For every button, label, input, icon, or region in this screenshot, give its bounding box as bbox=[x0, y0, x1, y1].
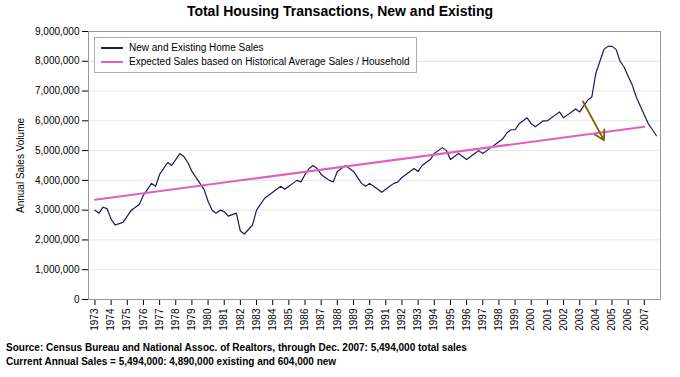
svg-text:1978: 1978 bbox=[170, 308, 181, 331]
svg-text:1984: 1984 bbox=[267, 308, 278, 331]
svg-text:7,000,000: 7,000,000 bbox=[35, 85, 80, 96]
svg-text:1982: 1982 bbox=[235, 308, 246, 331]
svg-text:6,000,000: 6,000,000 bbox=[35, 115, 80, 126]
svg-text:1993: 1993 bbox=[412, 308, 423, 331]
svg-text:1998: 1998 bbox=[493, 308, 504, 331]
html-text:Total Housing Transactions, Ne: Total Housing Transactions, New and Exis… bbox=[186, 3, 494, 19]
svg-text:2003: 2003 bbox=[574, 308, 585, 331]
svg-text:1992: 1992 bbox=[396, 308, 407, 331]
svg-text:1973: 1973 bbox=[89, 308, 100, 331]
svg-text:2002: 2002 bbox=[558, 308, 569, 331]
svg-text:4,000,000: 4,000,000 bbox=[35, 175, 80, 186]
svg-text:1988: 1988 bbox=[332, 308, 343, 331]
svg-text:1999: 1999 bbox=[509, 308, 520, 331]
svg-text:1975: 1975 bbox=[121, 308, 132, 331]
svg-text:2006: 2006 bbox=[622, 308, 633, 331]
svg-text:2005: 2005 bbox=[606, 308, 617, 331]
svg-text:8,000,000: 8,000,000 bbox=[35, 55, 80, 66]
svg-text:3,000,000: 3,000,000 bbox=[35, 204, 80, 215]
svg-text:1986: 1986 bbox=[299, 308, 310, 331]
svg-text:1976: 1976 bbox=[138, 308, 149, 331]
svg-text:1981: 1981 bbox=[218, 308, 229, 331]
svg-text:1990: 1990 bbox=[364, 308, 375, 331]
html-text:Source: Census Bureau and Nati: Source: Census Bureau and National Assoc… bbox=[6, 342, 467, 353]
svg-text:2000: 2000 bbox=[525, 308, 536, 331]
svg-text:9,000,000: 9,000,000 bbox=[35, 26, 80, 37]
svg-text:1974: 1974 bbox=[105, 308, 116, 331]
svg-text:0: 0 bbox=[74, 294, 80, 305]
html-text:Current Annual Sales = 5,494,0: Current Annual Sales = 5,494,000: 4,890,… bbox=[6, 356, 337, 367]
svg-text:1980: 1980 bbox=[202, 308, 213, 331]
svg-text:2007: 2007 bbox=[639, 308, 650, 331]
svg-text:5,000,000: 5,000,000 bbox=[35, 145, 80, 156]
svg-text:1994: 1994 bbox=[428, 308, 439, 331]
svg-text:1995: 1995 bbox=[445, 308, 456, 331]
svg-text:1977: 1977 bbox=[154, 308, 165, 331]
svg-text:1979: 1979 bbox=[186, 308, 197, 331]
svg-text:1,000,000: 1,000,000 bbox=[35, 264, 80, 275]
svg-text:1997: 1997 bbox=[477, 308, 488, 331]
svg-text:2,000,000: 2,000,000 bbox=[35, 234, 80, 245]
svg-text:1996: 1996 bbox=[461, 308, 472, 331]
svg-text:1987: 1987 bbox=[315, 308, 326, 331]
svg-text:2001: 2001 bbox=[542, 308, 553, 331]
html-text:New and Existing Home Sales: New and Existing Home Sales bbox=[129, 42, 264, 53]
svg-text:1983: 1983 bbox=[251, 308, 262, 331]
svg-text:Annual Sales Volume: Annual Sales Volume bbox=[15, 118, 26, 214]
svg-text:1991: 1991 bbox=[380, 308, 391, 331]
svg-text:1985: 1985 bbox=[283, 308, 294, 331]
html-text:Expected Sales based on Histor: Expected Sales based on Historical Avera… bbox=[129, 56, 410, 67]
svg-text:1989: 1989 bbox=[348, 308, 359, 331]
svg-text:2004: 2004 bbox=[590, 308, 601, 331]
